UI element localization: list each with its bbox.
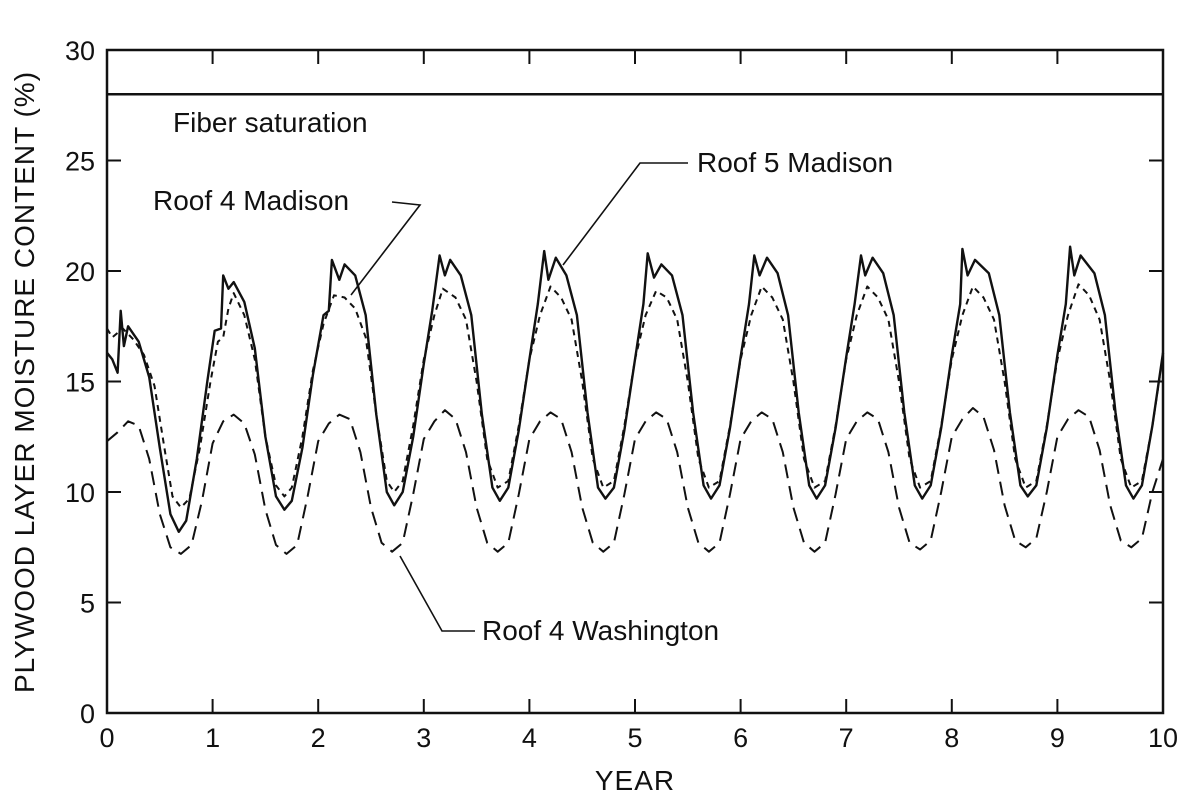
y-tick-label: 30: [65, 36, 95, 66]
x-tick-label: 8: [944, 723, 959, 753]
y-tick-label: 10: [65, 478, 95, 508]
annotation-layer: Fiber saturation Roof 5 Madison Roof 4 Mad…: [153, 107, 893, 646]
y-axis-title: PLYWOOD LAYER MOISTURE CONTENT (%): [9, 71, 40, 693]
x-tick-label: 10: [1148, 723, 1178, 753]
x-tick-label: 5: [627, 723, 642, 753]
plot-frame: [105, 48, 1165, 715]
roof-4-madison-leader: [350, 201, 422, 296]
series-line-roof-5-madison: [106, 245, 1165, 533]
roof-4-washington-leader: [399, 555, 475, 632]
x-axis-title: YEAR: [595, 765, 675, 796]
roof-4-madison-label: Roof 4 Madison: [153, 185, 349, 216]
roof-5-madison-label: Roof 5 Madison: [697, 147, 893, 178]
y-tick-label: 15: [65, 368, 95, 398]
x-tick-label: 1: [205, 723, 220, 753]
x-tick-label: 9: [1050, 723, 1065, 753]
series-layer: [106, 92, 1165, 555]
roof-4-washington-label: Roof 4 Washington: [482, 615, 719, 646]
series-line-roof-4-madison: [106, 283, 1164, 509]
y-tick-label: 20: [65, 257, 95, 287]
roof-5-madison-leader: [562, 162, 688, 266]
x-tick-label: 3: [416, 723, 431, 753]
y-tick-label: 0: [80, 699, 95, 729]
axis-ticks: [107, 50, 1163, 713]
tick-labels: 0 1 2 3 4 5 6 7 8 9 10 0 5 10 15 20 25 30: [65, 36, 1178, 753]
y-tick-label: 5: [80, 589, 95, 619]
x-tick-label: 6: [733, 723, 748, 753]
y-tick-label: 25: [65, 147, 95, 177]
x-tick-label: 7: [839, 723, 854, 753]
x-tick-label: 4: [522, 723, 537, 753]
x-tick-label: 0: [99, 723, 114, 753]
fiber-saturation-label: Fiber saturation: [173, 107, 368, 138]
x-tick-label: 2: [311, 723, 326, 753]
series-line-roof-4-washington: [106, 407, 1164, 555]
